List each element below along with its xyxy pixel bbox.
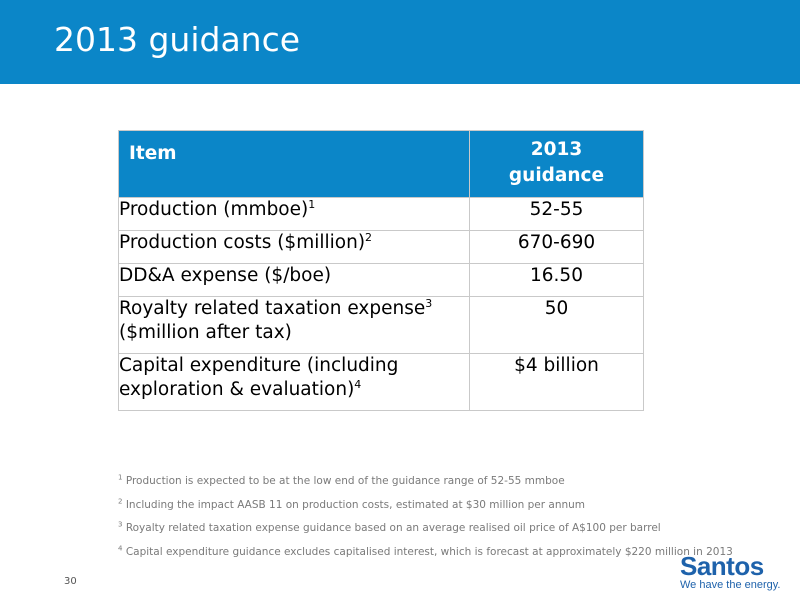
table-row: Capital expenditure (including exploratio… [118, 353, 644, 411]
santos-logo: Santos We have the energy. [680, 551, 792, 593]
row-item-royalty-tax: Royalty related taxation expense3 ($milli… [118, 296, 470, 354]
logo-tagline: We have the energy. [680, 579, 781, 591]
row-item-production: Production (mmboe)1 [118, 197, 470, 231]
row-value-production: 52-55 [469, 197, 644, 231]
row-value-production-costs: 670-690 [469, 230, 644, 264]
row-value-dda-expense: 16.50 [469, 263, 644, 297]
row-value-royalty-tax: 50 [469, 296, 644, 354]
footnotes: 1 Production is expected to be at the lo… [118, 470, 738, 564]
footnote: 1 Production is expected to be at the lo… [118, 473, 565, 487]
header-guidance: 2013 guidance [469, 130, 644, 198]
header-band [0, 0, 800, 84]
slide-title: 2013 guidance [54, 20, 301, 59]
footnote: 2 Including the impact AASB 11 on produc… [118, 497, 586, 511]
row-item-capex: Capital expenditure (including exploratio… [118, 353, 470, 411]
table-row: Production costs ($million)2 670-690 [118, 230, 644, 264]
row-item-dda-expense: DD&A expense ($/boe) [118, 263, 470, 297]
table-row: DD&A expense ($/boe) 16.50 [118, 263, 644, 297]
footnote: 3 Royalty related taxation expense guida… [118, 520, 661, 534]
logo-wordmark: Santos [680, 551, 764, 581]
page-number: 30 [64, 576, 77, 587]
guidance-table: Item 2013 guidance Production (mmboe)1 5… [118, 130, 644, 411]
row-value-capex: $4 billion [469, 353, 644, 411]
row-item-production-costs: Production costs ($million)2 [118, 230, 470, 264]
table-row: Royalty related taxation expense3 ($milli… [118, 296, 644, 354]
header-item: Item [118, 130, 470, 198]
table-header-row: Item 2013 guidance [118, 130, 644, 198]
footnote: 4 Capital expenditure guidance excludes … [118, 544, 733, 558]
table-row: Production (mmboe)1 52-55 [118, 197, 644, 231]
